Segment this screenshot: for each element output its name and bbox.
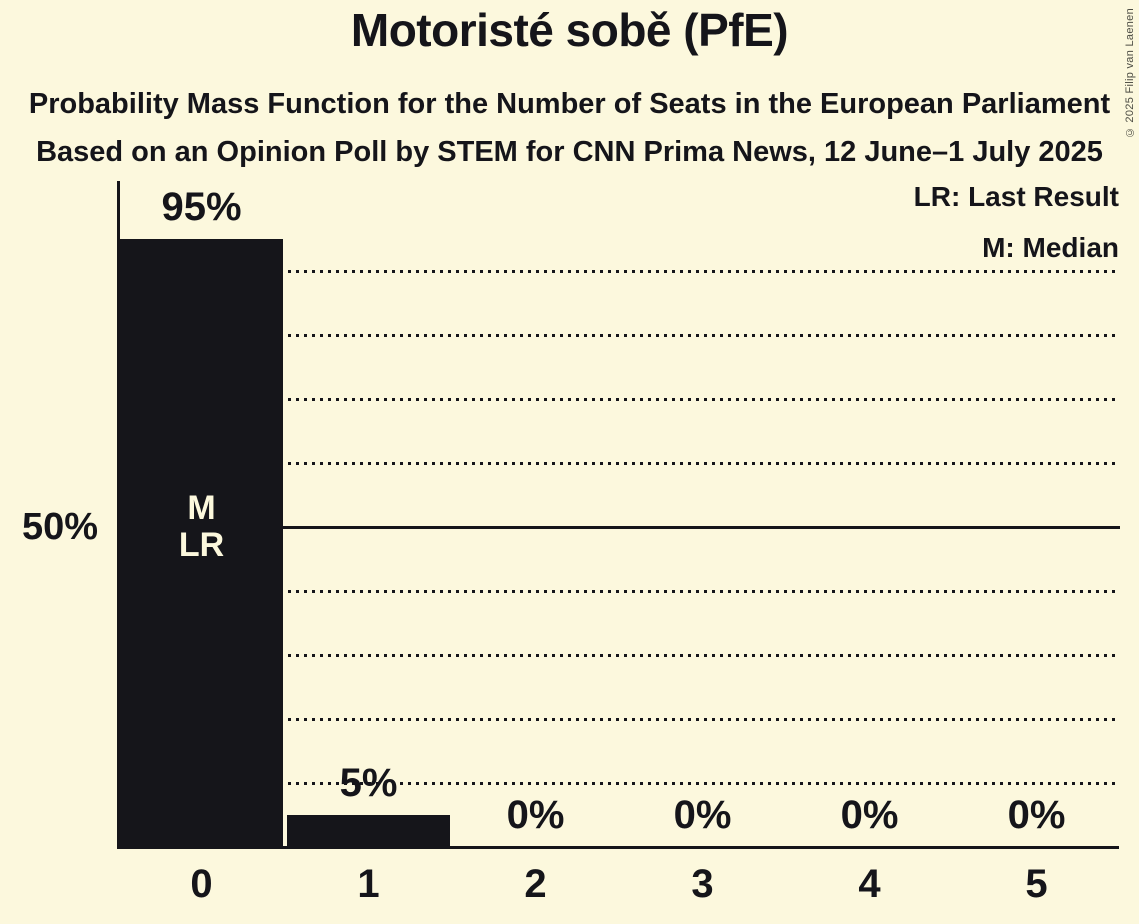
bar-value-label-4: 0% (840, 793, 899, 837)
x-axis-tick-label-2: 2 (524, 862, 547, 906)
bar-value-label-3: 0% (673, 793, 732, 837)
x-axis-tick-label-3: 3 (691, 862, 714, 906)
x-axis-tick-label-1: 1 (357, 862, 380, 906)
x-axis-line (117, 846, 1119, 849)
x-axis-tick-label-4: 4 (858, 862, 881, 906)
median-last-result-annotation: M LR (178, 489, 225, 564)
y-axis-line (117, 181, 120, 849)
chart-subtitle-line2: Based on an Opinion Poll by STEM for CNN… (36, 136, 1103, 168)
bar-value-label-5: 0% (1007, 793, 1066, 837)
gridline-70-dotted (120, 397, 1120, 401)
legend-median: M: Median (982, 232, 1119, 263)
y-axis-50-percent-label: 50% (21, 506, 98, 548)
gridline-50-solid (120, 525, 1120, 529)
bar-value-label-1: 5% (339, 761, 398, 805)
bar-value-label-2: 0% (506, 793, 565, 837)
legend-last-result: LR: Last Result (913, 181, 1119, 212)
gridline-20-dotted (120, 717, 1120, 721)
gridline-10-dotted (120, 781, 1120, 785)
gridline-90-dotted (120, 269, 1120, 273)
gridline-40-dotted (120, 589, 1120, 593)
gridline-30-dotted (120, 653, 1120, 657)
chart-subtitle-line1: Probability Mass Function for the Number… (28, 88, 1111, 120)
bar-seats-0 (120, 239, 283, 847)
bar-value-label-0: 95% (161, 185, 242, 229)
x-axis-tick-label-0: 0 (190, 862, 213, 906)
gridline-80-dotted (120, 333, 1120, 337)
gridline-60-dotted (120, 461, 1120, 465)
copyright-text: © 2025 Filip van Laenen (1124, 8, 1136, 139)
chart-title: Motoristé sobě (PfE) (350, 4, 789, 56)
bar-seats-1 (287, 815, 450, 847)
x-axis-tick-label-5: 5 (1025, 862, 1048, 906)
